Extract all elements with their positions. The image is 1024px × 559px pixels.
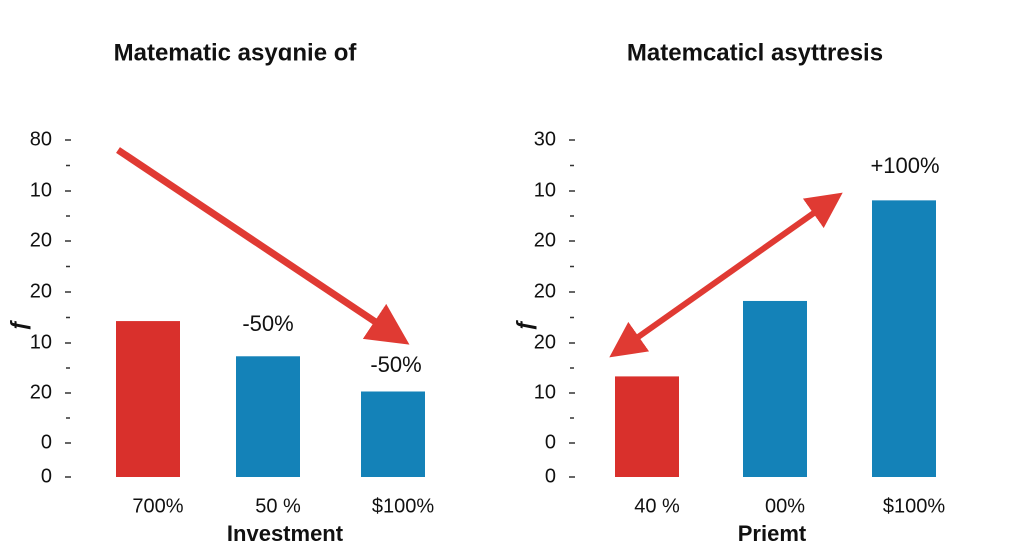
y-tick-label: 10 [30, 179, 52, 201]
y-tick-label: 20 [534, 280, 556, 302]
x-axis-label: Investment [227, 521, 344, 546]
x-tick-label: 00% [765, 495, 805, 517]
bar [872, 200, 936, 477]
x-tick-label: 40 % [634, 495, 680, 517]
bar [236, 356, 300, 477]
annotation: +100% [870, 153, 939, 178]
y-tick-label: 0 [41, 431, 52, 453]
y-tick-label: 0 [545, 431, 556, 453]
x-tick-label: 50 % [255, 495, 301, 517]
bar [361, 391, 425, 477]
trend-arrow [609, 192, 843, 358]
bar [615, 376, 679, 477]
annotation: -50% [242, 311, 293, 336]
x-tick-label: $100% [883, 495, 945, 517]
y-tick-label: 10 [534, 381, 556, 403]
chart-title: Matemcaticl asyttresis [627, 39, 883, 66]
y-tick-label: 20 [30, 280, 52, 302]
chart-title: Matematic asyɑnie of [114, 39, 358, 66]
y-tick-label: 10 [30, 331, 52, 353]
y-tick-label: 20 [534, 331, 556, 353]
y-tick-label: 0 [545, 465, 556, 487]
y-axis-label: ƒ [512, 319, 537, 331]
y-tick-label: 20 [30, 381, 52, 403]
x-tick-label: $100% [372, 495, 434, 517]
y-tick-label: 30 [534, 128, 556, 150]
bar [116, 321, 180, 477]
y-axis-label: ƒ [6, 319, 31, 331]
y-tick-label: 10 [534, 179, 556, 201]
y-tick-label: 0 [41, 465, 52, 487]
x-axis-label: Priemt [738, 521, 807, 546]
y-tick-label: 20 [30, 229, 52, 251]
trend-arrow [116, 147, 410, 345]
annotation: -50% [370, 352, 421, 377]
bar [743, 300, 807, 477]
y-tick-label: 20 [534, 229, 556, 251]
x-tick-label: 700% [132, 495, 183, 517]
y-tick-label: 80 [30, 128, 52, 150]
